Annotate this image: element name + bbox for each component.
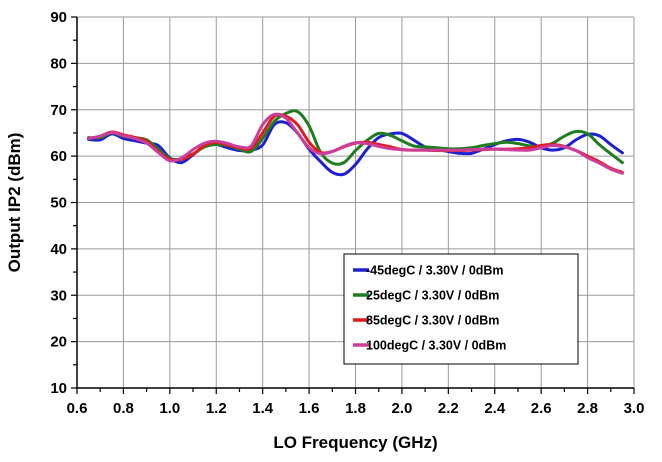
y-tick-label: 80 [50, 55, 67, 72]
x-tick-label: 1.8 [345, 400, 366, 417]
legend-label-0: -45degC / 3.30V / 0dBm [366, 264, 504, 278]
y-tick-label: 50 [50, 195, 67, 212]
x-tick-label: 0.6 [67, 400, 88, 417]
y-tick-label: 10 [50, 380, 67, 397]
series-lines [87, 109, 624, 177]
x-tick-label: 1.2 [206, 400, 227, 417]
x-tick-label: 2.0 [391, 400, 412, 417]
y-tick-label: 90 [50, 9, 67, 26]
y-tick-label: 70 [50, 102, 67, 119]
legend-label-2: 85degC / 3.30V / 0dBm [366, 314, 499, 328]
legend-label-3: 100degC / 3.30V / 0dBm [366, 339, 506, 353]
series-line-0 [87, 120, 624, 177]
y-axis-title: Output IP2 (dBm) [5, 133, 24, 273]
axis-labels: LO Frequency (GHz) Output IP2 (dBm) [5, 133, 438, 452]
y-tick-label: 30 [50, 287, 67, 304]
legend: -45degC / 3.30V / 0dBm 25degC / 3.30V / 0… [343, 253, 579, 365]
y-tick-label: 20 [50, 334, 67, 351]
x-axis-title: LO Frequency (GHz) [273, 433, 437, 452]
x-tick-label: 1.6 [299, 400, 320, 417]
legend-label-1: 25degC / 3.30V / 0dBm [366, 289, 499, 303]
series-line-3 [87, 112, 624, 175]
x-tick-label: 0.8 [113, 400, 134, 417]
y-tick-label: 40 [50, 241, 67, 258]
x-tick-label: 1.4 [252, 400, 274, 417]
x-tick-label: 2.4 [484, 400, 506, 417]
legend-box [343, 253, 579, 365]
x-tick-label: 2.6 [531, 400, 552, 417]
x-tick-label: 3.0 [624, 400, 645, 417]
axes: 0.6 0.8 1.0 1.2 1.4 1.6 1.8 2.0 2.2 2.4 2.6 2.8 3.0 1… [50, 9, 644, 417]
x-tick-label: 2.8 [577, 400, 598, 417]
x-tick-label: 1.0 [159, 400, 180, 417]
y-tick-label: 60 [50, 148, 67, 165]
x-tick-label: 2.2 [438, 400, 459, 417]
